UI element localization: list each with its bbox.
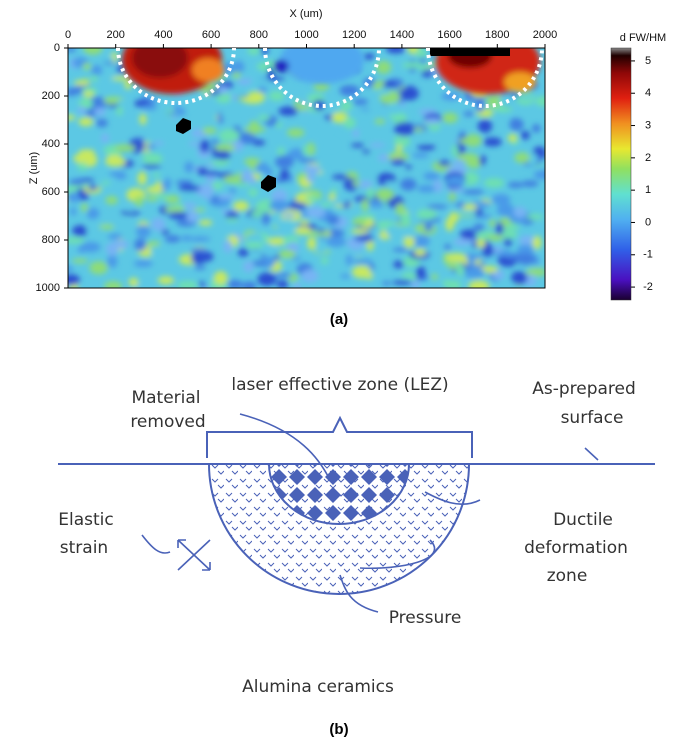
label: laser effective zone (LEZ) — [231, 375, 448, 395]
x-tick-label: 0 — [65, 29, 71, 41]
label: deformation — [524, 538, 628, 558]
figure: 0200400600800100012001400160018002000020… — [0, 0, 679, 744]
colorbar-tick-label: 3 — [645, 119, 651, 131]
colorbar-tick-label: 5 — [645, 55, 651, 67]
colorbar-tick-label: 2 — [645, 152, 651, 164]
x-tick-label: 1000 — [294, 29, 318, 41]
colorbar-tick-label: 4 — [645, 87, 651, 99]
caption: (a) — [330, 311, 348, 328]
x-tick-label: 1200 — [342, 29, 366, 41]
x-tick-label: 200 — [107, 29, 125, 41]
y-tick-label: 0 — [54, 42, 60, 54]
label: surface — [561, 408, 624, 428]
label: Pressure — [389, 608, 462, 628]
x-tick-label: 400 — [154, 29, 172, 41]
x-tick-label: 600 — [202, 29, 220, 41]
colorbar-tick-label: 1 — [645, 184, 651, 196]
y-tick-label: 800 — [42, 234, 60, 246]
caption: (b) — [329, 721, 348, 738]
label: removed — [130, 412, 205, 432]
x-tick-label: 1800 — [485, 29, 509, 41]
y-tick-label: 1000 — [36, 282, 60, 294]
label: Elastic — [58, 510, 113, 530]
colorbar-tick-label: -2 — [643, 281, 653, 293]
y-tick-label: 400 — [42, 138, 60, 150]
x-tick-label: 1400 — [390, 29, 414, 41]
x-tick-label: 800 — [250, 29, 268, 41]
y-tick-label: 200 — [42, 90, 60, 102]
label: Material — [131, 388, 200, 408]
y-axis-label: Z (um) — [28, 152, 40, 184]
y-tick-label: 600 — [42, 186, 60, 198]
label: As-prepared — [532, 379, 636, 399]
colorbar — [611, 48, 631, 300]
colorbar-tick-label: -1 — [643, 249, 653, 261]
label: zone — [547, 566, 588, 586]
x-tick-label: 1600 — [437, 29, 461, 41]
colorbar-label: d FW/HM — [620, 32, 666, 44]
x-axis-label: X (um) — [290, 8, 323, 20]
label: strain — [60, 538, 108, 558]
colorbar-tick-label: 0 — [645, 216, 651, 228]
label: Ductile — [553, 510, 613, 530]
label: Alumina ceramics — [242, 677, 394, 697]
heatmap — [60, 26, 555, 292]
x-tick-label: 2000 — [533, 29, 557, 41]
